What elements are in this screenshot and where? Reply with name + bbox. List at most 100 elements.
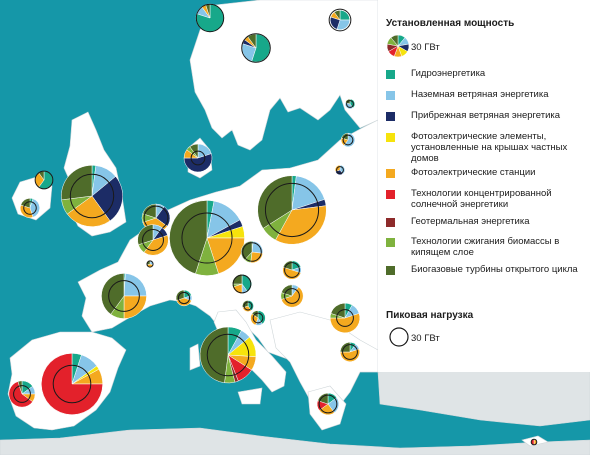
pie-gb-slice-biogas-gt	[61, 165, 93, 201]
land-north-africa	[0, 427, 590, 455]
peak-ring-se	[241, 33, 271, 63]
pie-pl-slice-onshore-wind	[123, 273, 147, 297]
country-pie-cy[interactable]	[530, 438, 538, 446]
country-pie-lu[interactable]	[146, 260, 154, 268]
peak-ring-si	[243, 301, 253, 311]
pie-dk-slice-biogas-gt	[189, 143, 199, 159]
peak-ring-hu	[284, 288, 300, 304]
pie-gb-slice-pv-plants	[66, 195, 111, 227]
peak-ring-cz	[242, 242, 262, 262]
country-pie-no[interactable]	[195, 3, 225, 33]
pie-fr-slice-pv-plants	[275, 205, 327, 245]
pie-gb-slice-offshore-wind	[91, 176, 123, 222]
peak-ring-hr	[252, 312, 264, 324]
peak-ring-lt	[342, 134, 354, 146]
country-pie-gr[interactable]	[316, 392, 340, 416]
peak-ring-dk	[190, 150, 206, 166]
country-pie-fr[interactable]	[257, 175, 327, 245]
legend-swatch-onshore-wind	[386, 91, 395, 100]
legend-label-pv-plants: Фотоэлектрические станции	[411, 167, 536, 178]
legend-label-biogas-gt: Биогазовые турбины открытого цикла	[411, 264, 578, 275]
pie-nl-slice-biogas-gt	[142, 203, 157, 219]
country-pie-sk[interactable]	[175, 289, 193, 307]
peak-ring-be	[142, 229, 164, 251]
legend-label-biomass: Технологии сжигания биомассы в кипящем с…	[411, 236, 560, 258]
country-pie-ee[interactable]	[334, 164, 346, 176]
pie-lt-slice-onshore-wind	[343, 132, 356, 148]
country-pie-it[interactable]	[199, 326, 257, 384]
legend-swatch-pv-plants	[386, 169, 395, 178]
legend-swatch-biogas-gt	[386, 266, 395, 275]
pie-cz-slice-biogas-gt	[240, 240, 253, 261]
country-pie-ro[interactable]	[329, 302, 360, 334]
country-pie-dk[interactable]	[183, 143, 213, 173]
pie-be-slice-biogas-gt	[137, 224, 154, 246]
peak-ring-pl	[108, 280, 140, 312]
land-scandinavia	[189, 0, 379, 151]
country-pie-hu[interactable]	[280, 284, 304, 308]
peak-ring-de	[181, 212, 233, 264]
peak-ring-ch	[34, 170, 54, 190]
country-pie-si[interactable]	[242, 300, 254, 312]
pie-at-slice-biogas-gt	[232, 274, 243, 285]
country-pie-rs[interactable]	[282, 260, 302, 280]
peak-ring-lu	[146, 260, 154, 268]
country-pie-lt[interactable]	[340, 132, 356, 148]
country-pie-de[interactable]	[169, 200, 245, 276]
peak-ring-cy	[530, 438, 538, 446]
country-pie-lv[interactable]	[344, 98, 356, 110]
legend-swatch-csp	[386, 190, 395, 199]
peak-ring-pt	[13, 385, 31, 403]
country-pie-ch[interactable]	[34, 170, 54, 190]
legend-label-geothermal: Геотермальная энергетика	[411, 216, 530, 227]
legend-label-csp: Технологии концентрированной солнечной э…	[411, 188, 552, 210]
peak-ring-ro	[336, 309, 354, 327]
peak-ring-fr	[264, 182, 320, 238]
peak-legend-title: Пиковая нагрузка	[386, 310, 474, 321]
legend-label-hydro: Гидроэнергетика	[411, 68, 486, 79]
land-sardinia	[189, 343, 201, 371]
country-pie-ie[interactable]	[20, 198, 40, 218]
peak-ring-ee	[336, 166, 344, 174]
country-pie-be[interactable]	[137, 224, 169, 256]
pie-de-slice-biogas-gt	[169, 200, 208, 275]
country-pie-at[interactable]	[232, 274, 252, 294]
pie-ro-slice-pv-plants	[329, 313, 360, 334]
legend-label-onshore-wind: Наземная ветряная энергетика	[411, 89, 549, 100]
pie-de-slice-pv-plants	[206, 237, 245, 275]
country-pie-se[interactable]	[241, 33, 271, 63]
pie-sk-slice-pv-plants	[176, 297, 192, 307]
country-pie-pt[interactable]	[8, 380, 36, 408]
land-sicily	[237, 387, 263, 405]
legend-swatch-geothermal	[386, 218, 395, 227]
capacity-scale-pie-icon	[386, 34, 410, 58]
legend-swatch-hydro	[386, 70, 395, 79]
country-pie-bg[interactable]	[340, 342, 360, 362]
peak-ring-no	[195, 3, 225, 33]
legend-label-rooftop-pv: Фотоэлектрические элементы, установленны…	[411, 131, 568, 164]
pie-pl-slice-pv-plants	[123, 295, 147, 319]
legend-label-offshore-wind: Прибрежная ветряная энергетика	[411, 110, 561, 121]
country-pie-cz[interactable]	[240, 240, 264, 264]
legend-scale-pie-slice-biogas-gt	[390, 34, 399, 47]
country-pie-hr[interactable]	[250, 310, 266, 326]
peak-ring-fi	[328, 8, 352, 32]
peak-ring-sk	[177, 291, 191, 305]
peak-ring-ie	[23, 201, 37, 215]
peak-ring-rs	[284, 262, 300, 278]
country-pie-gb[interactable]	[61, 165, 123, 227]
country-pie-pl[interactable]	[101, 273, 147, 319]
legend-swatch-offshore-wind	[386, 112, 395, 121]
country-pie-es[interactable]	[41, 353, 103, 415]
pie-ro-slice-biogas-gt	[330, 302, 346, 319]
pie-fi-slice-biogas-gt	[333, 10, 341, 21]
country-pie-fi[interactable]	[328, 8, 352, 32]
pie-es-slice-csp	[41, 353, 103, 415]
legend-panel: Установленная мощность 30 ГВт Гидроэнерг…	[378, 0, 590, 372]
country-pies	[8, 3, 538, 446]
legend-swatch-rooftop-pv	[386, 133, 395, 142]
pie-pl-slice-biogas-gt	[101, 273, 125, 315]
peak-scale-label: 30 ГВт	[411, 333, 440, 344]
capacity-legend-title: Установленная мощность	[386, 18, 515, 29]
